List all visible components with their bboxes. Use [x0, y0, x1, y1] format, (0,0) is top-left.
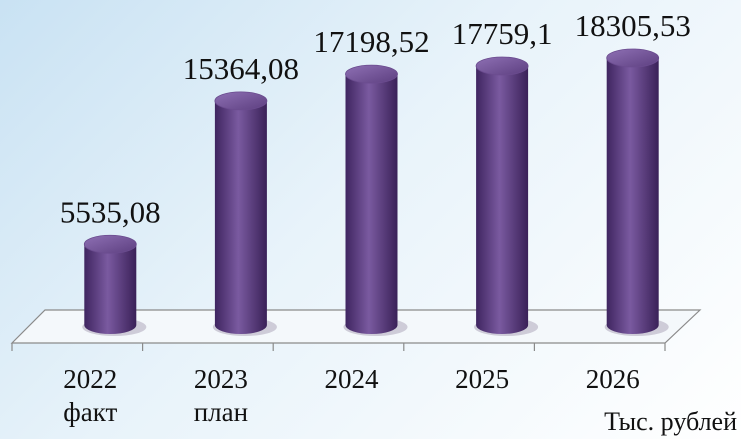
category-label: 2023 план — [193, 364, 249, 427]
bar — [214, 100, 267, 334]
cylinder-top — [83, 234, 137, 254]
value-label: 15364,08 — [183, 51, 299, 86]
category-label: 2026 — [585, 364, 640, 394]
cylinder — [604, 48, 669, 336]
cylinder — [212, 91, 277, 336]
value-label: 18305,53 — [575, 8, 691, 43]
cylinder — [474, 56, 539, 336]
bar — [606, 58, 659, 334]
category-label: 2024 — [324, 364, 379, 394]
unit-label: Тыс. рублей — [604, 407, 737, 436]
cylinder — [343, 64, 408, 336]
cylinder-top — [214, 91, 268, 111]
cylinder-top — [345, 64, 398, 84]
category-label: 2022 факт — [63, 364, 118, 427]
value-label: 17759,1 — [452, 16, 553, 51]
category-label: 2025 — [455, 364, 510, 394]
value-label: 17198,52 — [313, 24, 429, 59]
cylinder-top — [475, 56, 529, 76]
bar — [84, 244, 137, 334]
cylinder — [82, 234, 147, 336]
cylinder-top — [606, 48, 660, 68]
bar — [476, 65, 529, 334]
value-label: 5535,08 — [60, 194, 161, 229]
bar — [345, 74, 398, 334]
